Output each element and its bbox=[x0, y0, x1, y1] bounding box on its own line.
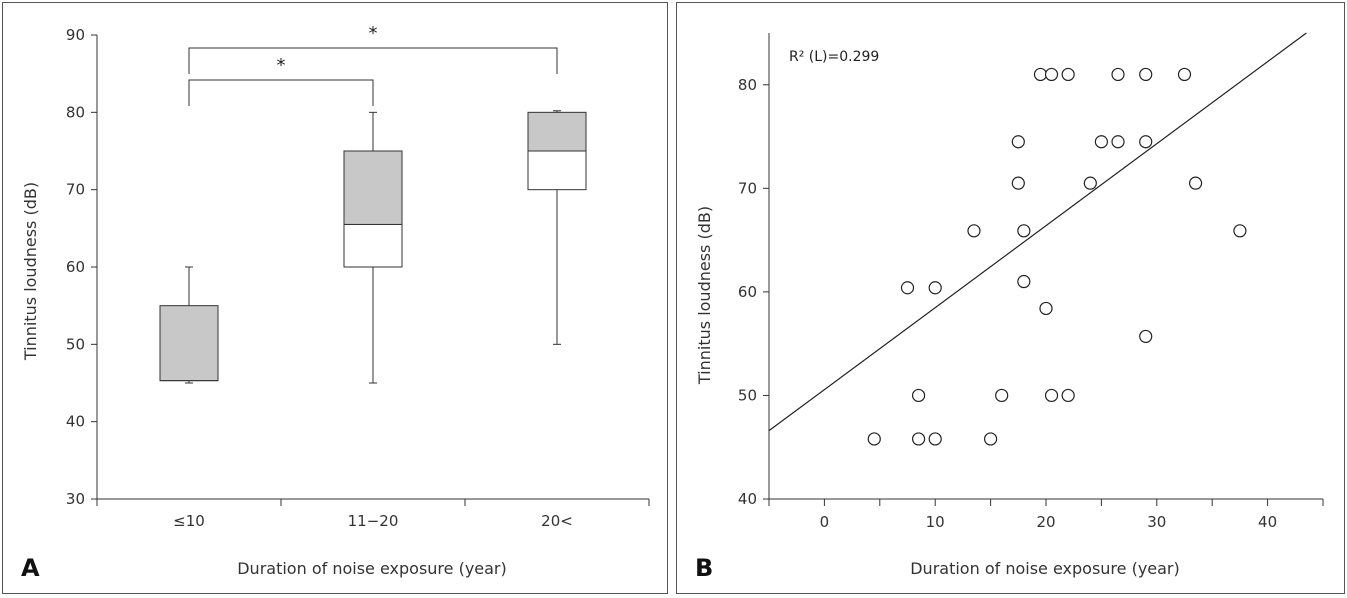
y-axis-label: Tinnitus loudness (dB) bbox=[695, 206, 714, 385]
box-plot: 30 40 50 60 70 80 90 ≤10 11−20 20< * * Tinnitus lo… bbox=[3, 3, 669, 595]
scatter-point bbox=[1084, 177, 1096, 189]
scatter-point bbox=[1062, 68, 1074, 80]
x-tick-label: ≤10 bbox=[173, 512, 205, 530]
scatter-point bbox=[1140, 136, 1152, 148]
scatter-point bbox=[868, 433, 880, 445]
scatter-point bbox=[1062, 389, 1074, 401]
x-tick-label: 0 bbox=[820, 513, 830, 531]
x-axis-label: Duration of noise exposure (year) bbox=[237, 559, 507, 578]
box-upper-quartile bbox=[528, 112, 586, 151]
panel-b: 40 50 60 70 80 0 10 20 30 40 R² (L)=0.299 Tinnitu… bbox=[676, 2, 1345, 594]
scatter-point bbox=[913, 389, 925, 401]
y-tick-label: 30 bbox=[66, 490, 85, 508]
y-tick-label: 40 bbox=[738, 490, 757, 508]
scatter-point bbox=[1140, 330, 1152, 342]
x-tick-label: 20< bbox=[541, 512, 573, 530]
scatter-point bbox=[1234, 225, 1246, 237]
box-lower-quartile bbox=[344, 224, 402, 267]
y-tick-label: 70 bbox=[738, 179, 757, 197]
scatter-point bbox=[1140, 68, 1152, 80]
y-tick-label: 50 bbox=[738, 386, 757, 404]
box-upper-quartile bbox=[344, 151, 402, 224]
r-squared-annotation: R² (L)=0.299 bbox=[789, 49, 879, 65]
x-tick-label: 10 bbox=[926, 513, 945, 531]
panel-label: B bbox=[695, 554, 713, 582]
significance-bracket bbox=[189, 48, 557, 74]
scatter-point bbox=[1018, 225, 1030, 237]
scatter-point bbox=[1012, 177, 1024, 189]
box-upper-quartile bbox=[160, 306, 218, 381]
scatter-plot: 40 50 60 70 80 0 10 20 30 40 R² (L)=0.299 Tinnitu… bbox=[677, 3, 1346, 595]
scatter-point bbox=[1018, 276, 1030, 288]
panel-label: A bbox=[21, 554, 40, 582]
x-tick-label: 11−20 bbox=[348, 512, 399, 530]
y-tick-label: 80 bbox=[66, 103, 85, 121]
y-tick-label: 70 bbox=[66, 181, 85, 199]
scatter-point bbox=[913, 433, 925, 445]
x-tick-label: 30 bbox=[1147, 513, 1166, 531]
scatter-point bbox=[1190, 177, 1202, 189]
y-tick-label: 40 bbox=[66, 413, 85, 431]
significance-star: * bbox=[277, 55, 286, 76]
scatter-point bbox=[1012, 136, 1024, 148]
y-tick-label: 90 bbox=[66, 26, 85, 44]
y-tick-label: 60 bbox=[66, 258, 85, 276]
x-tick-label: 20 bbox=[1036, 513, 1055, 531]
y-tick-label: 50 bbox=[66, 335, 85, 353]
y-tick-label: 80 bbox=[738, 76, 757, 94]
panel-a: 30 40 50 60 70 80 90 ≤10 11−20 20< * * Tinnitus lo… bbox=[2, 2, 668, 594]
scatter-point bbox=[1046, 68, 1058, 80]
scatter-point bbox=[929, 282, 941, 294]
scatter-point bbox=[985, 433, 997, 445]
y-tick-label: 60 bbox=[738, 283, 757, 301]
y-axis-label: Tinnitus loudness (dB) bbox=[21, 182, 40, 361]
scatter-point bbox=[1095, 136, 1107, 148]
scatter-point bbox=[902, 282, 914, 294]
significance-bracket bbox=[189, 80, 373, 106]
scatter-point bbox=[996, 389, 1008, 401]
scatter-point bbox=[929, 433, 941, 445]
scatter-point bbox=[968, 225, 980, 237]
scatter-point bbox=[1112, 136, 1124, 148]
box-lower-quartile bbox=[528, 151, 586, 190]
significance-star: * bbox=[369, 23, 378, 44]
scatter-point bbox=[1179, 68, 1191, 80]
scatter-point bbox=[1046, 389, 1058, 401]
regression-line bbox=[769, 33, 1306, 431]
scatter-point bbox=[1040, 302, 1052, 314]
scatter-point bbox=[1034, 68, 1046, 80]
x-axis-label: Duration of noise exposure (year) bbox=[910, 559, 1180, 578]
scatter-point bbox=[1112, 68, 1124, 80]
x-tick-label: 40 bbox=[1258, 513, 1277, 531]
